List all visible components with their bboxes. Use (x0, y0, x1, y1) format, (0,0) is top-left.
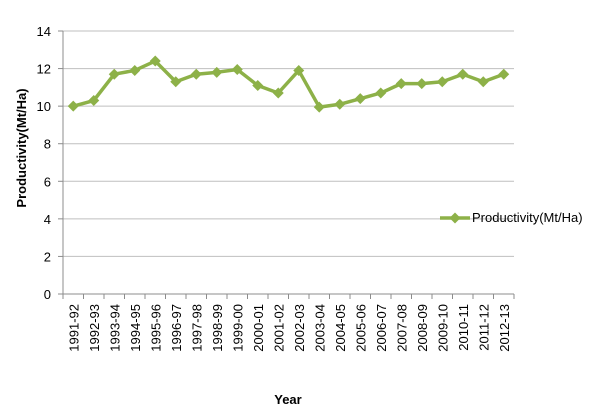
data-point-marker (88, 95, 100, 107)
y-tick-label: 4 (44, 212, 51, 227)
x-axis-title: Year (274, 392, 301, 407)
data-point-marker (129, 64, 141, 76)
x-tick-label: 2001-02 (271, 304, 286, 352)
x-tick-label: 2006-07 (374, 304, 389, 352)
data-point-marker (149, 55, 161, 67)
data-point-marker (190, 68, 202, 80)
data-point-marker (67, 100, 79, 112)
y-tick-label: 6 (44, 174, 51, 189)
x-tick-label: 2005-06 (353, 304, 368, 352)
data-point-marker (272, 87, 284, 99)
x-tick-label: 2002-03 (292, 304, 307, 352)
data-point-marker (108, 68, 120, 80)
x-tick-label: 1997-98 (189, 304, 204, 352)
gridlines (63, 30, 514, 257)
y-axis-title: Productivity(Mt/Ha) (14, 88, 29, 207)
legend-swatch-marker (449, 212, 461, 224)
x-tick-label: 2004-05 (333, 304, 348, 352)
x-tick-label: 1996-97 (169, 304, 184, 352)
x-tick-label: 1994-95 (128, 304, 143, 352)
data-point-marker (293, 64, 305, 76)
x-tick-label: 2011-12 (476, 304, 491, 351)
data-point-marker (334, 98, 346, 110)
data-point-marker (436, 76, 448, 88)
data-point-marker (231, 64, 243, 76)
data-point-marker (313, 101, 325, 113)
data-point-marker (170, 76, 182, 88)
x-tick-label: 1998-99 (210, 304, 225, 352)
x-tick-label: 2000-01 (251, 304, 266, 352)
x-tick-labels: 1991-92 1992-93 1993-94 1994-95 1995-96 1996-… (66, 304, 512, 352)
data-point-marker (457, 68, 469, 80)
series-line (72, 59, 505, 109)
data-series (67, 55, 510, 113)
x-tick-label: 2007-08 (394, 304, 409, 352)
x-tick-label: 2008-09 (415, 304, 430, 352)
x-tick-label: 1991-92 (66, 304, 81, 352)
data-point-marker (498, 68, 510, 80)
legend-label: Productivity(Mt/Ha) (472, 210, 583, 225)
y-tick-labels: 0 2 4 6 8 10 12 14 (37, 24, 51, 302)
y-tick-label: 14 (37, 24, 51, 39)
y-tick-label: 10 (37, 99, 51, 114)
y-tick-label: 8 (44, 137, 51, 152)
legend: Productivity(Mt/Ha) (440, 210, 583, 225)
y-tick-label: 0 (44, 287, 51, 302)
data-point-marker (375, 87, 387, 99)
data-point-marker (211, 66, 223, 78)
x-tick-label: 2009-10 (435, 304, 450, 352)
x-tick-label: 2010-11 (456, 304, 471, 351)
x-tick-label: 1995-96 (148, 304, 163, 352)
y-tick-label: 12 (37, 62, 51, 77)
x-tick-label: 1993-94 (107, 304, 122, 352)
x-tick-label: 2003-04 (312, 304, 327, 352)
data-point-marker (395, 78, 407, 90)
y-tick-label: 2 (44, 249, 51, 264)
x-tick-label: 2012-13 (497, 304, 512, 352)
data-point-marker (477, 76, 489, 88)
data-point-marker (252, 79, 264, 91)
data-point-marker (354, 93, 366, 105)
x-tick-label: 1992-93 (87, 304, 102, 352)
x-tick-label: 1999-00 (230, 304, 245, 352)
data-point-marker (416, 78, 428, 90)
axes (58, 30, 515, 299)
